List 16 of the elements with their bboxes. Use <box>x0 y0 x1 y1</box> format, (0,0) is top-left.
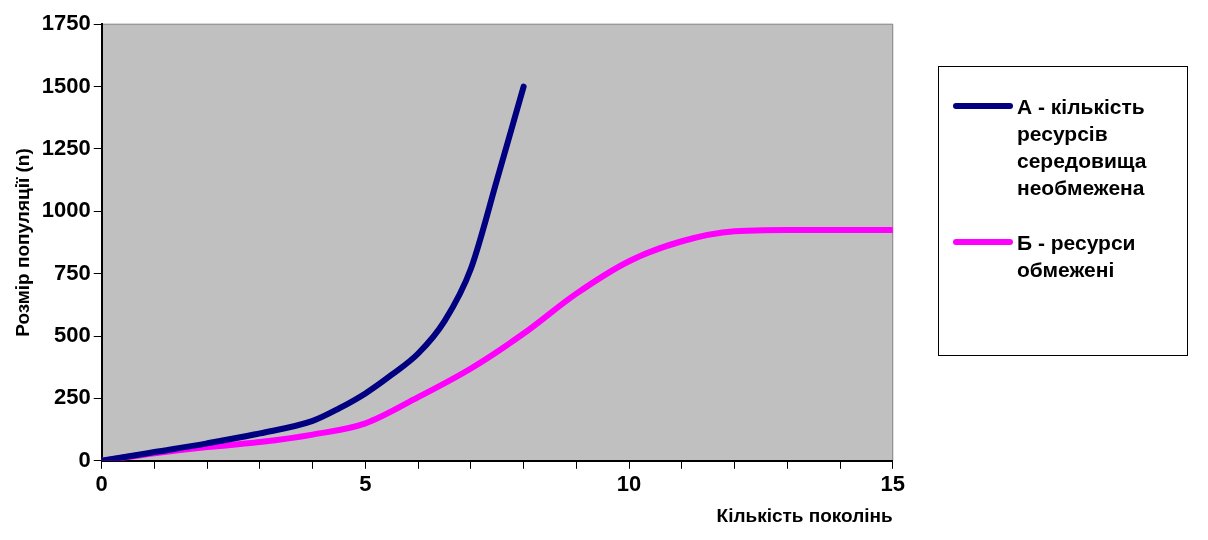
y-tick-label: 1000 <box>41 197 91 223</box>
y-tick-label: 1250 <box>41 135 91 161</box>
legend-label: А - кількість ресурсів середовища необмежена <box>1017 94 1148 201</box>
x-tick-label: 10 <box>616 471 642 497</box>
y-tick-label: 500 <box>54 322 91 348</box>
legend-label: Б - ресурси обмежені <box>1017 230 1137 283</box>
y-axis-title: Розмір популяції (n) <box>11 148 33 337</box>
x-axis-title: Кількість поколінь <box>716 504 893 526</box>
y-tick-label: 1750 <box>41 10 91 36</box>
x-tick-label: 5 <box>359 471 372 497</box>
y-tick-label: 0 <box>78 446 91 472</box>
y-tick-label: 250 <box>54 384 91 410</box>
x-tick-label: 0 <box>95 471 108 497</box>
y-tick-label: 750 <box>54 259 91 285</box>
y-tick-label: 1500 <box>41 72 91 98</box>
x-tick-label: 15 <box>880 471 906 497</box>
